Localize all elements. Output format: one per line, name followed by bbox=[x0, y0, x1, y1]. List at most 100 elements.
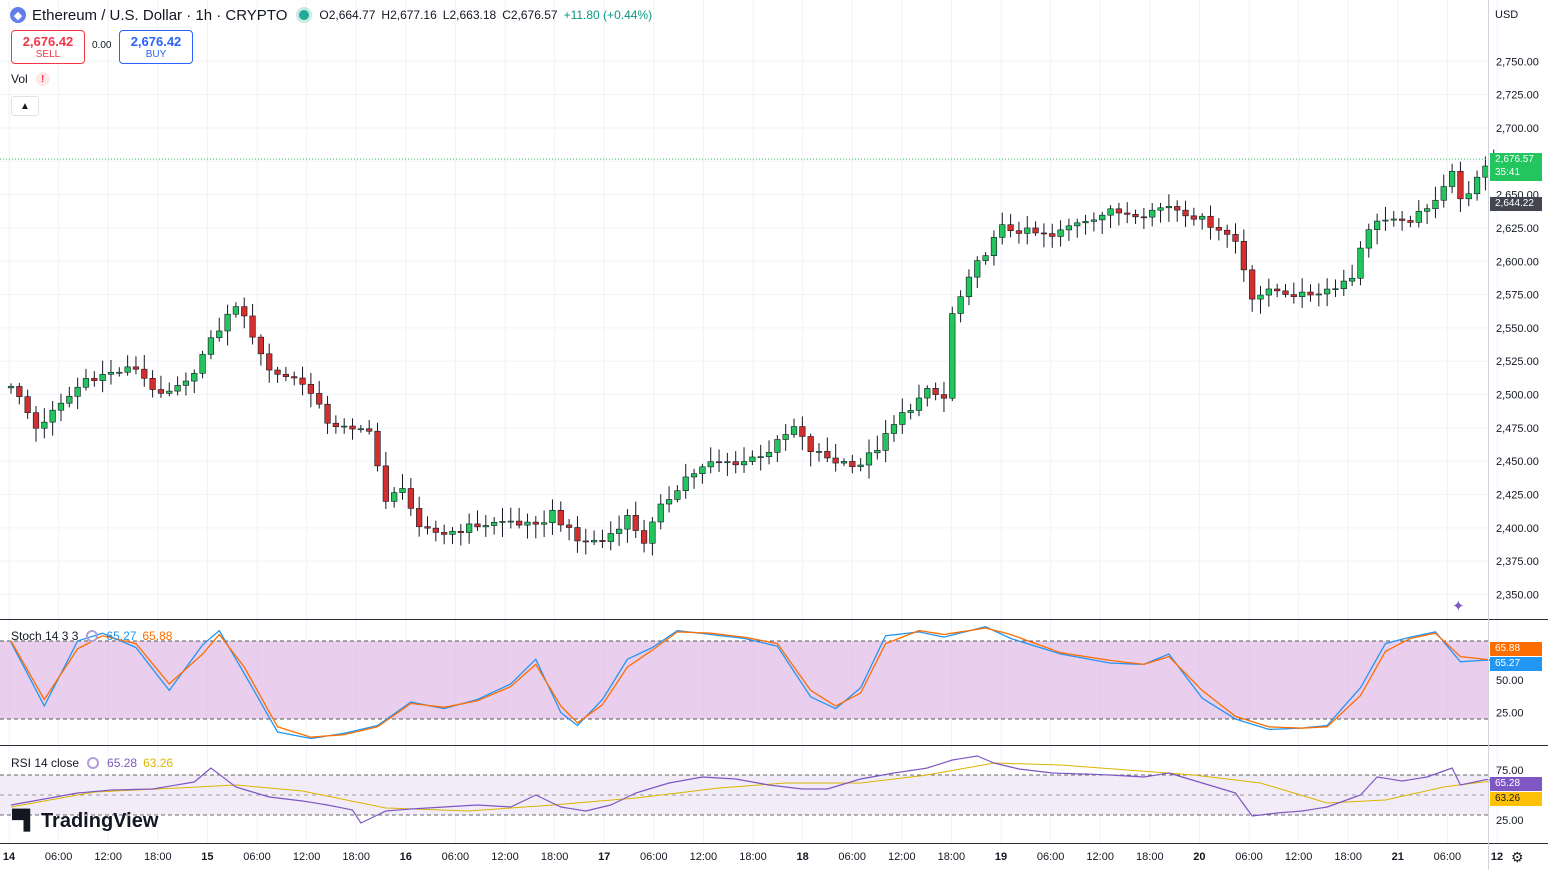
candle-body bbox=[24, 396, 31, 413]
candle-body bbox=[924, 388, 931, 399]
candle-body bbox=[382, 465, 389, 502]
price-tick-label: 2,725.00 bbox=[1496, 90, 1539, 102]
high-line-badge: 2,644.22 bbox=[1490, 197, 1542, 211]
time-tick-label: 06:00 bbox=[442, 851, 470, 863]
candle-body bbox=[774, 439, 781, 453]
candle-body bbox=[307, 384, 314, 394]
price-tick-label: 2,625.00 bbox=[1496, 223, 1539, 235]
candle-body bbox=[499, 521, 506, 523]
candle-body bbox=[357, 428, 364, 431]
candle-body bbox=[732, 461, 739, 466]
candle-body bbox=[1174, 206, 1181, 211]
rsi-label: RSI 14 close bbox=[11, 756, 80, 770]
candle-body bbox=[266, 353, 273, 371]
price-tick-label: 2,500.00 bbox=[1496, 390, 1539, 402]
candle-body bbox=[982, 255, 989, 261]
candle-body bbox=[557, 509, 564, 526]
tradingview-logo[interactable]: ▀▌ TradingView bbox=[12, 810, 158, 832]
price-tick-label: 2,350.00 bbox=[1496, 590, 1539, 602]
indicator-loading-icon bbox=[86, 630, 99, 642]
candle-body bbox=[1457, 170, 1464, 200]
candle-body bbox=[482, 525, 489, 528]
candle-body bbox=[932, 388, 939, 395]
candle-body bbox=[665, 499, 673, 505]
candle-body bbox=[282, 373, 289, 377]
rsi-ma-line bbox=[10, 762, 1494, 812]
magic-wand-icon[interactable]: ✦ bbox=[1452, 598, 1465, 615]
candle-body bbox=[1057, 229, 1064, 237]
volume-indicator-label[interactable]: Vol ! bbox=[11, 72, 50, 86]
rsi-legend[interactable]: RSI 14 close 65.28 63.26 bbox=[11, 756, 173, 770]
currency-selector[interactable]: USD bbox=[1495, 9, 1519, 21]
indicator-loading-icon bbox=[87, 757, 100, 769]
candle-body bbox=[316, 393, 323, 405]
candle-body bbox=[974, 260, 981, 278]
candle-body bbox=[1024, 227, 1031, 234]
current-price-value: 2,676.57 bbox=[1495, 154, 1534, 165]
time-tick-label: 06:00 bbox=[640, 851, 668, 863]
candle-body bbox=[1240, 241, 1247, 271]
time-tick-label: 14 bbox=[3, 851, 16, 863]
stoch-k-value: 65.27 bbox=[106, 629, 137, 643]
buy-button[interactable]: 2,676.42 BUY bbox=[119, 30, 193, 64]
candle-body bbox=[1215, 227, 1222, 231]
candle-body bbox=[682, 476, 689, 492]
time-tick-label: 18:00 bbox=[1136, 851, 1164, 863]
candle-body bbox=[1424, 208, 1431, 212]
candle-body bbox=[599, 540, 606, 542]
candle-body bbox=[1049, 233, 1056, 237]
candle-body bbox=[1040, 232, 1048, 235]
settings-gear-icon[interactable]: ⚙ bbox=[1511, 849, 1524, 865]
candle-body bbox=[1099, 214, 1106, 221]
rsi-tick-label: 75.00 bbox=[1496, 765, 1524, 777]
time-tick-label: 12:00 bbox=[1086, 851, 1114, 863]
tradingview-logo-text: TradingView bbox=[40, 809, 159, 832]
price-tick-label: 2,600.00 bbox=[1496, 256, 1539, 268]
stoch-d-line bbox=[10, 627, 1494, 738]
candle-body bbox=[890, 424, 898, 434]
time-tick-label: 12:00 bbox=[293, 851, 321, 863]
rsi-value: 65.28 bbox=[107, 756, 138, 770]
rsi-tick-label: 25.00 bbox=[1496, 815, 1524, 827]
time-tick-label: 18:00 bbox=[541, 851, 569, 863]
candle-body bbox=[491, 521, 498, 526]
candle-body bbox=[1299, 291, 1306, 297]
candle-body bbox=[174, 385, 181, 392]
candle-body bbox=[474, 523, 481, 528]
candle-body bbox=[990, 237, 998, 256]
candle-body bbox=[849, 461, 856, 467]
time-tick-label: 17 bbox=[598, 851, 610, 863]
candle-body bbox=[824, 451, 831, 459]
candle-body bbox=[16, 386, 23, 397]
candle-body bbox=[141, 368, 148, 379]
candle-body bbox=[874, 450, 881, 454]
stoch-legend[interactable]: Stoch 14 3 3 65.27 65.88 bbox=[11, 629, 172, 643]
candle-body bbox=[1257, 294, 1264, 300]
candle-body bbox=[1032, 227, 1039, 234]
symbol-title[interactable]: Ethereum / U.S. Dollar · 1h · CRYPTO bbox=[32, 6, 288, 24]
candle-body bbox=[516, 520, 523, 526]
candle-body bbox=[66, 395, 73, 404]
candle-body bbox=[524, 521, 531, 526]
warning-icon[interactable]: ! bbox=[35, 72, 50, 86]
time-tick-label: 12 bbox=[1491, 851, 1503, 863]
candle-body bbox=[432, 527, 439, 533]
candle-body bbox=[532, 521, 539, 525]
candle-body bbox=[1448, 170, 1456, 187]
time-tick-label: 19 bbox=[995, 851, 1007, 863]
candle-body bbox=[507, 520, 514, 523]
candle-body bbox=[807, 436, 814, 452]
candle-body bbox=[582, 540, 589, 543]
candle-body bbox=[765, 452, 773, 457]
stoch-band bbox=[0, 641, 1488, 719]
time-tick-label: 18:00 bbox=[938, 851, 966, 863]
time-tick-label: 18:00 bbox=[739, 851, 767, 863]
sell-button[interactable]: 2,676.42 SELL bbox=[11, 30, 85, 64]
spread-value: 0.00 bbox=[92, 40, 112, 51]
time-tick-label: 12:00 bbox=[888, 851, 916, 863]
candle-body bbox=[624, 515, 631, 530]
candle-body bbox=[1382, 219, 1389, 222]
candle-body bbox=[1124, 212, 1131, 215]
collapse-indicators-button[interactable]: ▲ bbox=[11, 96, 39, 116]
